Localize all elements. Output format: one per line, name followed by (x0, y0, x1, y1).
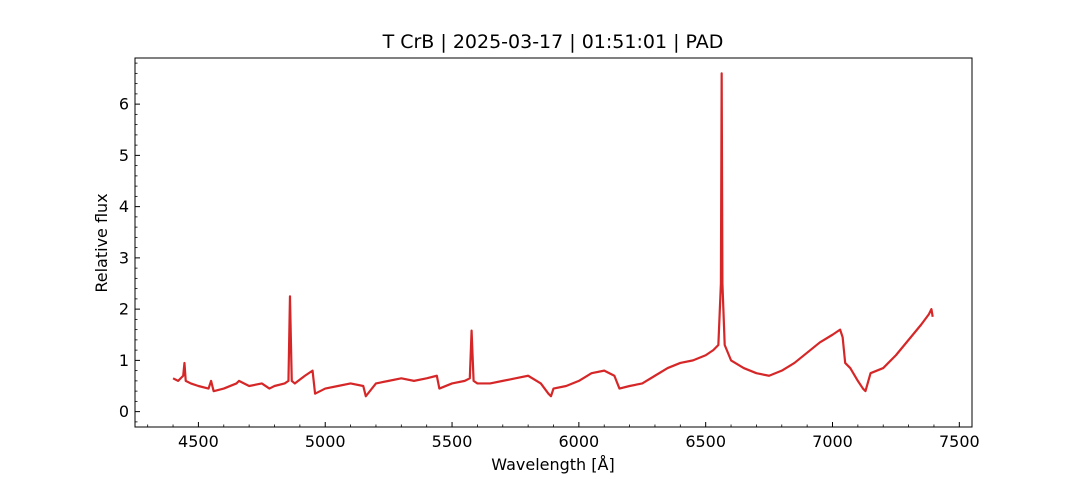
x-tick-label: 4500 (178, 432, 219, 451)
x-tick-label: 7500 (939, 432, 980, 451)
axis-ticks: 4500 5000 5500 6000 6500 7000 7500 0 1 2 3 4 5 6 (119, 62, 980, 451)
y-tick-label: 2 (119, 300, 129, 319)
x-tick-label: 5000 (305, 432, 346, 451)
y-tick-label: 4 (119, 197, 129, 216)
x-tick-label: 6500 (685, 432, 726, 451)
y-tick-label: 5 (119, 146, 129, 165)
y-tick-label: 1 (119, 351, 129, 370)
x-tick-label: 7000 (812, 432, 853, 451)
y-tick-label: 6 (119, 95, 129, 114)
y-axis-label: Relative flux (92, 193, 111, 292)
plot-frame (134, 57, 973, 428)
chart-title: T CrB | 2025-03-17 | 01:51:01 | PAD (382, 31, 724, 53)
spectrum-line (172, 72, 934, 398)
plot-area (172, 72, 934, 398)
x-tick-label: 6000 (559, 432, 600, 451)
y-tick-label: 0 (119, 402, 129, 421)
y-tick-label: 3 (119, 248, 129, 267)
x-axis-label: Wavelength [Å] (491, 455, 614, 474)
x-tick-label: 5500 (432, 432, 473, 451)
